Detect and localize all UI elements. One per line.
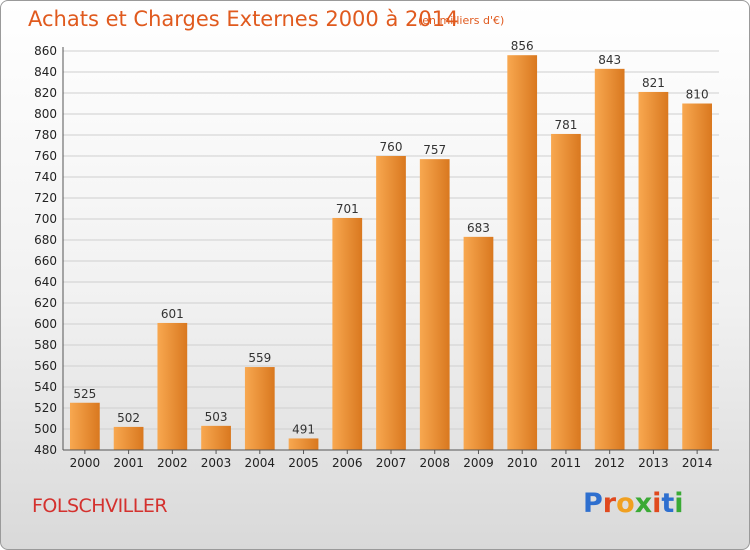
y-tick-label: 480 (34, 443, 57, 457)
bar-2010 (507, 55, 538, 450)
bars: 525 502 601 503 559 491 701 760 757 683 856 781 843 8… (69, 39, 713, 450)
x-tick-label-2005: 2005 (288, 456, 319, 470)
bar-2012 (594, 68, 625, 450)
y-tick-label: 620 (34, 296, 57, 310)
value-label-2013: 821 (642, 76, 665, 90)
x-tick-label-2000: 2000 (70, 456, 101, 470)
bar-2004 (244, 367, 275, 450)
bar-2013 (638, 91, 669, 450)
y-tick-label: 780 (34, 128, 57, 142)
logo-letter: o (616, 488, 635, 519)
chart-title: Achats et Charges Externes 2000 à 2014 (28, 7, 459, 31)
logo-letter: i (652, 488, 662, 519)
value-label-2012: 843 (598, 53, 621, 67)
y-tick-label: 540 (34, 380, 57, 394)
x-tick-label-2002: 2002 (157, 456, 188, 470)
x-tick-label-2013: 2013 (638, 456, 669, 470)
bar-2000 (69, 402, 100, 450)
bar-2001 (113, 426, 144, 450)
y-tick-label: 840 (34, 65, 57, 79)
x-tick-label-2006: 2006 (332, 456, 363, 470)
value-label-2007: 760 (380, 140, 403, 154)
x-tick-label-2008: 2008 (419, 456, 450, 470)
value-label-2011: 781 (554, 118, 577, 132)
value-label-2000: 525 (73, 387, 96, 401)
axes: 480 500 520 540 560 580 600 620 640 660 680 700 720 7… (34, 44, 719, 470)
x-tick-label-2001: 2001 (113, 456, 144, 470)
bar-2014 (682, 103, 713, 450)
logo-letter: x (634, 488, 653, 519)
value-label-2008: 757 (423, 143, 446, 157)
bar-2008 (419, 159, 450, 450)
x-tick-label-2009: 2009 (463, 456, 494, 470)
bar-2002 (157, 322, 188, 450)
town-name: FOLSCHVILLER (32, 495, 168, 517)
logo-letter: P (583, 488, 603, 519)
y-tick-label: 600 (34, 317, 57, 331)
bar-2006 (332, 217, 363, 450)
y-tick-label: 860 (34, 44, 57, 58)
y-tick-label: 820 (34, 86, 57, 100)
y-tick-label: 660 (34, 254, 57, 268)
value-label-2004: 559 (248, 351, 271, 365)
value-label-2010: 856 (511, 39, 534, 53)
y-tick-label: 640 (34, 275, 57, 289)
y-tick-label: 520 (34, 401, 57, 415)
y-tick-label: 700 (34, 212, 57, 226)
x-tick-label-2011: 2011 (551, 456, 582, 470)
value-label-2002: 601 (161, 307, 184, 321)
y-tick-label: 760 (34, 149, 57, 163)
bar-2007 (376, 156, 406, 450)
x-tick-label-2010: 2010 (507, 456, 538, 470)
chart-subtitle: (en milliers d'€) (418, 14, 505, 27)
x-tick-label-2012: 2012 (594, 456, 625, 470)
value-label-2003: 503 (205, 410, 228, 424)
value-label-2001: 502 (117, 411, 140, 425)
y-tick-label: 500 (34, 422, 57, 436)
bar-2009 (463, 236, 494, 450)
y-tick-label: 580 (34, 338, 57, 352)
y-tick-label: 720 (34, 191, 57, 205)
x-tick-label-2003: 2003 (201, 456, 232, 470)
logo-letter: r (602, 488, 617, 519)
x-tick-label-2014: 2014 (682, 456, 713, 470)
y-tick-label: 680 (34, 233, 57, 247)
logo-letter: i (674, 488, 684, 519)
x-tick-label-2007: 2007 (376, 456, 407, 470)
bar-2003 (201, 425, 231, 450)
proxiti-logo[interactable]: Proxiti (583, 488, 684, 519)
value-label-2005: 491 (292, 422, 315, 436)
logo-letter: t (661, 488, 675, 519)
bar-2005 (288, 438, 319, 450)
y-tick-label: 740 (34, 170, 57, 184)
value-label-2006: 701 (336, 202, 359, 216)
y-tick-label: 560 (34, 359, 57, 373)
bar-2011 (551, 133, 581, 450)
y-tick-label: 800 (34, 107, 57, 121)
value-label-2009: 683 (467, 221, 490, 235)
x-tick-label-2004: 2004 (245, 456, 276, 470)
value-label-2014: 810 (686, 88, 709, 102)
